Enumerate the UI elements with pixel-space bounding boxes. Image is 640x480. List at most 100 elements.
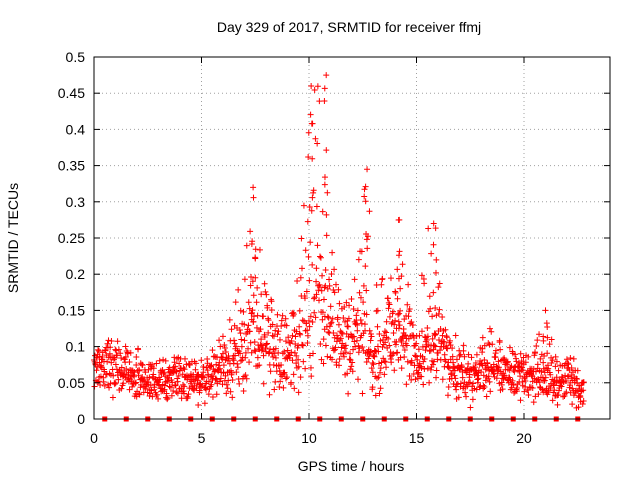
data-point	[282, 338, 289, 345]
data-point	[91, 383, 98, 390]
data-point	[537, 355, 544, 362]
data-point	[375, 348, 382, 355]
data-point	[251, 338, 258, 345]
data-point	[358, 320, 365, 327]
data-point	[354, 322, 361, 329]
data-point	[540, 337, 547, 344]
data-point	[231, 340, 238, 347]
data-point	[308, 207, 315, 214]
data-point	[519, 364, 526, 371]
data-point	[323, 72, 330, 79]
data-point	[444, 392, 451, 399]
data-point	[268, 298, 275, 305]
data-point	[345, 390, 352, 397]
data-point	[120, 380, 127, 387]
data-point	[499, 386, 506, 393]
data-point	[424, 325, 431, 332]
data-point	[229, 355, 236, 362]
data-point	[435, 284, 442, 291]
data-point	[321, 85, 328, 92]
data-point	[443, 334, 450, 341]
data-point	[541, 353, 548, 360]
data-point	[401, 354, 408, 361]
data-point	[562, 372, 569, 379]
data-point	[306, 323, 313, 330]
data-point	[94, 378, 101, 385]
data-point	[481, 357, 488, 364]
data-point	[429, 335, 436, 342]
data-point	[355, 256, 362, 263]
data-point	[413, 340, 420, 347]
data-point	[449, 353, 456, 360]
data-point	[395, 325, 402, 332]
data-point	[426, 293, 433, 300]
data-point	[390, 329, 397, 336]
data-point	[249, 307, 256, 314]
data-point	[313, 278, 320, 285]
data-point	[457, 351, 464, 358]
data-point	[406, 305, 413, 312]
data-point	[309, 155, 316, 162]
data-point	[439, 314, 446, 321]
data-point	[106, 384, 113, 391]
data-point	[337, 335, 344, 342]
data-point	[299, 317, 306, 324]
data-point	[455, 362, 462, 369]
data-point	[282, 375, 289, 382]
data-point	[451, 364, 458, 371]
data-point	[386, 342, 393, 349]
data-point	[367, 337, 374, 344]
data-point	[542, 374, 549, 381]
chart-title: Day 329 of 2017, SRMTID for receiver ffm…	[217, 19, 481, 35]
data-point	[517, 397, 524, 404]
y-tick-labels: 0 0.05 0.1 0.15 0.2 0.25 0.3 0.35 0.4 0.45 0.5	[58, 49, 85, 427]
data-point	[157, 376, 164, 383]
data-point	[312, 314, 319, 321]
data-point	[435, 337, 442, 344]
data-point	[252, 348, 259, 355]
data-point	[475, 375, 482, 382]
data-point	[238, 336, 245, 343]
data-point	[363, 311, 370, 318]
data-point	[472, 368, 479, 374]
data-point	[374, 307, 381, 314]
data-point	[395, 311, 402, 318]
data-point	[386, 313, 393, 320]
data-point	[268, 307, 275, 314]
data-point	[133, 353, 140, 360]
data-point	[319, 272, 326, 279]
data-point	[322, 266, 329, 273]
data-point	[317, 340, 324, 347]
data-point	[349, 359, 356, 366]
data-point	[520, 367, 527, 374]
data-point	[342, 342, 349, 349]
data-point	[436, 280, 443, 287]
data-point	[310, 187, 317, 194]
data-point	[127, 349, 134, 356]
data-point	[444, 345, 451, 352]
data-point	[449, 345, 456, 352]
data-point	[95, 346, 102, 353]
data-point	[256, 362, 263, 369]
data-point	[552, 353, 559, 360]
data-point	[101, 382, 108, 389]
data-point	[440, 343, 447, 350]
data-point	[335, 321, 342, 328]
data-point	[205, 378, 212, 385]
data-point	[203, 364, 210, 371]
data-point	[281, 369, 288, 376]
data-point	[311, 86, 318, 93]
data-point	[550, 381, 557, 388]
data-point	[324, 189, 331, 196]
data-point	[278, 323, 285, 330]
data-point	[498, 381, 505, 388]
data-point	[294, 278, 301, 285]
data-point	[219, 355, 226, 362]
data-point	[237, 330, 244, 337]
data-point	[441, 338, 448, 345]
data-point	[291, 349, 298, 356]
data-point	[321, 174, 328, 181]
data-point	[536, 331, 543, 338]
data-point	[107, 380, 114, 387]
data-point	[333, 338, 340, 345]
